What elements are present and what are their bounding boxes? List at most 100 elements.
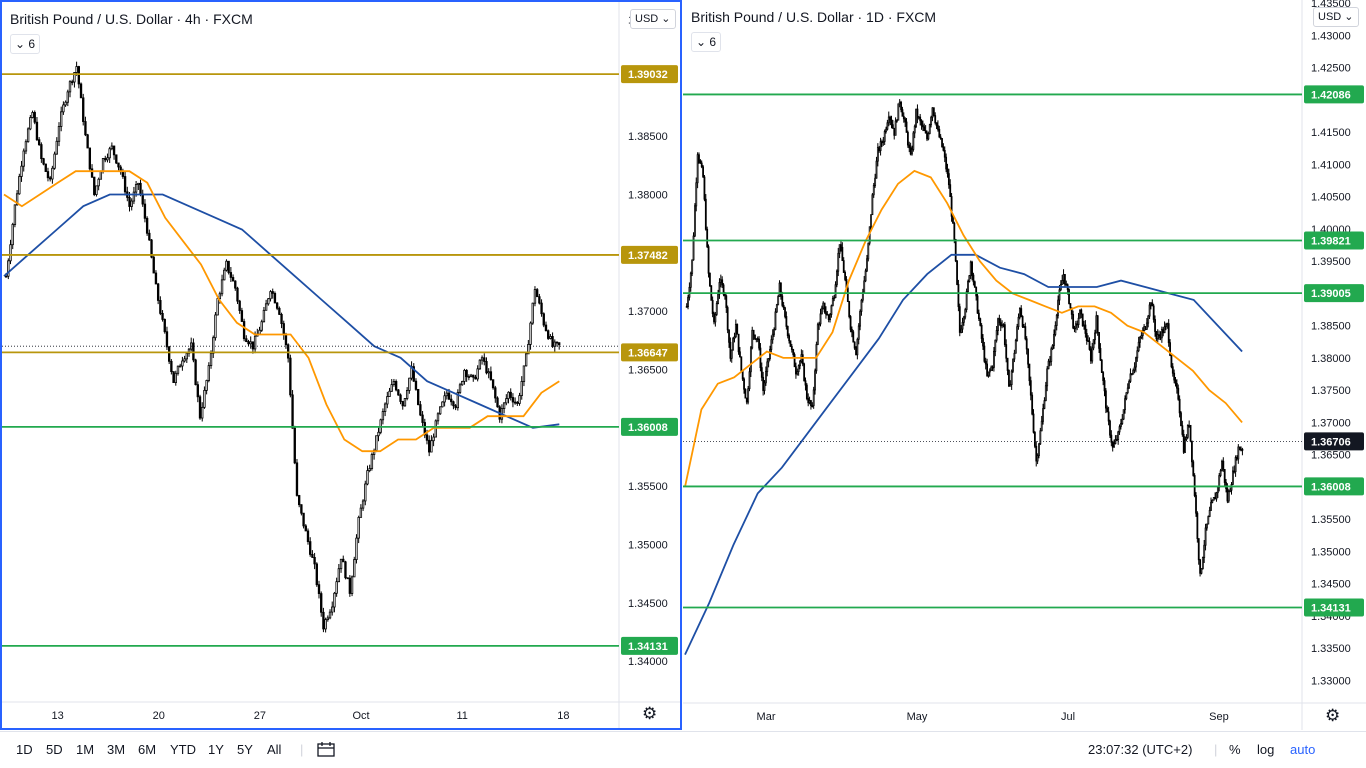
range-button-1y[interactable]: 1Y xyxy=(208,742,224,757)
chart-4h-candle-body xyxy=(331,606,334,613)
chart-1d-candle-body xyxy=(770,339,773,350)
chart-4h-candle-body xyxy=(344,561,347,579)
chart-1d-candle-body xyxy=(840,244,842,248)
chart-1d-candle-body xyxy=(1171,366,1174,374)
chart-1d-candle-body xyxy=(979,318,982,326)
chart-pane-1d[interactable]: 1.43500 1.43000 1.42500 1.41500 1.41000 1.405… xyxy=(683,0,1366,730)
chart-1d-candle-body xyxy=(1076,323,1079,326)
chart-1d-candle-body xyxy=(1050,348,1053,362)
currency-selector[interactable]: USD ⌄ xyxy=(630,9,676,29)
chart-4h-y-tick-label: 1.35500 xyxy=(628,481,668,493)
gear-icon[interactable]: ⚙ xyxy=(642,704,658,723)
chart-4h-plot[interactable]: 1.395001.385001.380001.370001.365001.355… xyxy=(2,2,680,728)
date-range-icon[interactable] xyxy=(317,742,335,761)
chart-4h-x-tick-label: 11 xyxy=(457,710,468,722)
chart-1d-candle-body xyxy=(1085,333,1088,342)
auto-scale-toggle[interactable]: auto xyxy=(1290,742,1316,757)
chart-1d-level-label: 1.39005 xyxy=(1311,288,1351,300)
chart-1d-candle-body xyxy=(853,341,856,349)
chart-4h-candle-body xyxy=(441,401,444,408)
chart-4h-candle-body xyxy=(538,296,541,304)
chart-4h-candle-body xyxy=(22,150,25,167)
chart-4h-candle-body xyxy=(361,500,365,509)
chart-4h-candle-body xyxy=(42,158,45,165)
chart-4h-candle-body xyxy=(383,403,387,412)
chart-4h-candle-body xyxy=(245,338,248,342)
chart-1d-candle-body xyxy=(942,146,945,151)
chart-1d-candle-body xyxy=(829,314,831,320)
gear-icon[interactable]: ⚙ xyxy=(1325,706,1341,725)
chart-4h-candle-body xyxy=(549,336,552,339)
chart-1d-candle-body xyxy=(1070,307,1073,315)
chart-1d-candle-body xyxy=(1057,299,1060,316)
chart-1d-y-tick-label: 1.37000 xyxy=(1311,417,1351,429)
chart-4h-candle-body xyxy=(31,112,34,118)
chart-1d-candle-body xyxy=(796,371,799,375)
chart-1d-candle-body xyxy=(1201,557,1204,570)
range-button-3m[interactable]: 3M xyxy=(107,742,126,757)
chart-1d-candle-body xyxy=(1008,370,1010,387)
chart-4h-candle-body xyxy=(328,611,332,619)
range-button-all[interactable]: All xyxy=(267,742,282,757)
chart-1d-candle-body xyxy=(1189,424,1192,442)
chart-1d-level-label: 1.34131 xyxy=(1311,602,1351,614)
indicator-legend-toggle[interactable]: ⌄ 6 xyxy=(691,32,722,52)
chart-1d-candle-body xyxy=(1038,443,1040,457)
range-button-5d[interactable]: 5D xyxy=(46,742,63,757)
chart-4h-candle-body xyxy=(377,431,380,437)
chart-1d-candle-body xyxy=(993,350,995,368)
chart-4h-candle-body xyxy=(480,357,484,361)
chart-1d-candle-body xyxy=(1148,304,1151,317)
chart-4h-candle-body xyxy=(71,81,74,84)
chart-1d-y-tick-label: 1.36500 xyxy=(1311,450,1351,462)
chart-1d-candle-body xyxy=(1238,446,1241,451)
chart-1d-candle-body xyxy=(852,331,855,343)
chart-1d-candle-body xyxy=(1124,398,1126,411)
chart-4h-candle-body xyxy=(533,289,537,304)
chart-1d-candle-body xyxy=(810,400,812,407)
chart-1d-candle-body xyxy=(866,258,868,272)
chart-1d-candle-body xyxy=(748,371,751,390)
currency-selector[interactable]: USD ⌄ xyxy=(1313,7,1359,27)
log-scale-toggle[interactable]: log xyxy=(1257,742,1275,757)
chart-1d-candle-body xyxy=(1021,316,1024,327)
chart-4h-candle-body xyxy=(82,97,85,122)
chart-4h-candle-body xyxy=(381,411,385,421)
percent-scale-toggle[interactable]: % xyxy=(1229,742,1241,757)
chart-4h-level-badge xyxy=(621,65,678,84)
clock-display[interactable]: 23:07:32 (UTC+2) xyxy=(1088,742,1193,757)
range-button-5y[interactable]: 5Y xyxy=(237,742,253,757)
chart-1d-candle-body xyxy=(932,107,935,116)
chart-pane-4h[interactable]: 1.395001.385001.380001.370001.365001.355… xyxy=(0,0,682,730)
chart-1d-plot[interactable]: 1.43500 1.43000 1.42500 1.41500 1.41000 1.405… xyxy=(683,0,1366,730)
chart-1d-candle-body xyxy=(1184,439,1186,453)
range-button-1d[interactable]: 1D xyxy=(16,742,33,757)
chart-1d-candle-body xyxy=(1229,489,1232,493)
range-button-1m[interactable]: 1M xyxy=(76,742,95,757)
chart-1d-candle-body xyxy=(874,177,877,186)
chart-1d-candle-body xyxy=(956,260,958,285)
range-button-6m[interactable]: 6M xyxy=(138,742,157,757)
chart-1d-candle-body xyxy=(804,380,807,386)
chart-4h-candle-body xyxy=(231,277,235,282)
chart-1d-candle-body xyxy=(769,349,771,359)
chart-4h-candle-body xyxy=(209,352,213,367)
chart-1d-candle-body xyxy=(915,108,917,127)
chart-1d-candle-body xyxy=(1061,280,1064,285)
chart-4h-candle-body xyxy=(88,147,92,170)
chart-4h-candle-body xyxy=(397,389,400,396)
chart-4h-candle-body xyxy=(7,260,10,277)
chart-1d-candle-body xyxy=(1162,329,1165,334)
chart-4h-candle-body xyxy=(77,66,80,85)
chart-1d-candle-body xyxy=(784,307,786,317)
chart-4h-candle-body xyxy=(229,272,233,278)
chart-1d-candle-body xyxy=(1054,325,1057,335)
range-button-ytd[interactable]: YTD xyxy=(170,742,196,757)
chart-1d-candle-body xyxy=(820,307,823,315)
chart-1d-candle-body xyxy=(1178,398,1181,414)
chart-4h-candle-body xyxy=(273,292,277,304)
chart-4h-candle-body xyxy=(348,577,352,594)
indicator-legend-toggle[interactable]: ⌄ 6 xyxy=(10,34,41,54)
chart-4h-candle-body xyxy=(249,341,252,345)
chart-4h-candle-body xyxy=(458,384,462,393)
